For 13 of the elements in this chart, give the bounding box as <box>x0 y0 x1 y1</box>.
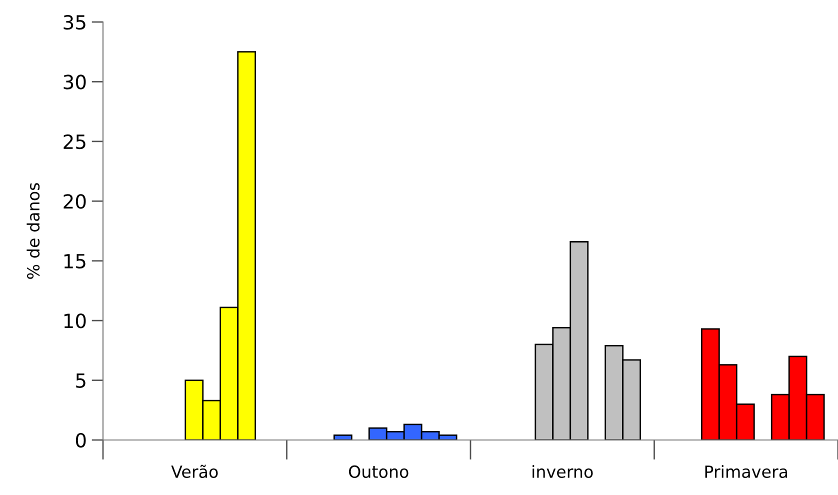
y-axis-title: % de danos <box>26 183 40 279</box>
x-tick-label: Primavera <box>705 465 788 478</box>
y-tick-label: 5 <box>76 373 86 388</box>
x-tick-label: Verão <box>171 464 218 478</box>
x-tick-label: inverno <box>532 465 593 478</box>
y-tick-label: 35 <box>64 14 86 30</box>
y-tick-label: 20 <box>64 194 86 209</box>
y-tick-label: 25 <box>64 134 86 150</box>
y-tick-label: 30 <box>64 74 86 90</box>
x-tick-label: Outono <box>348 465 408 478</box>
y-tick-label: 10 <box>64 314 86 328</box>
y-tick-label: 0 <box>76 432 86 448</box>
y-tick-label: 15 <box>64 254 86 269</box>
